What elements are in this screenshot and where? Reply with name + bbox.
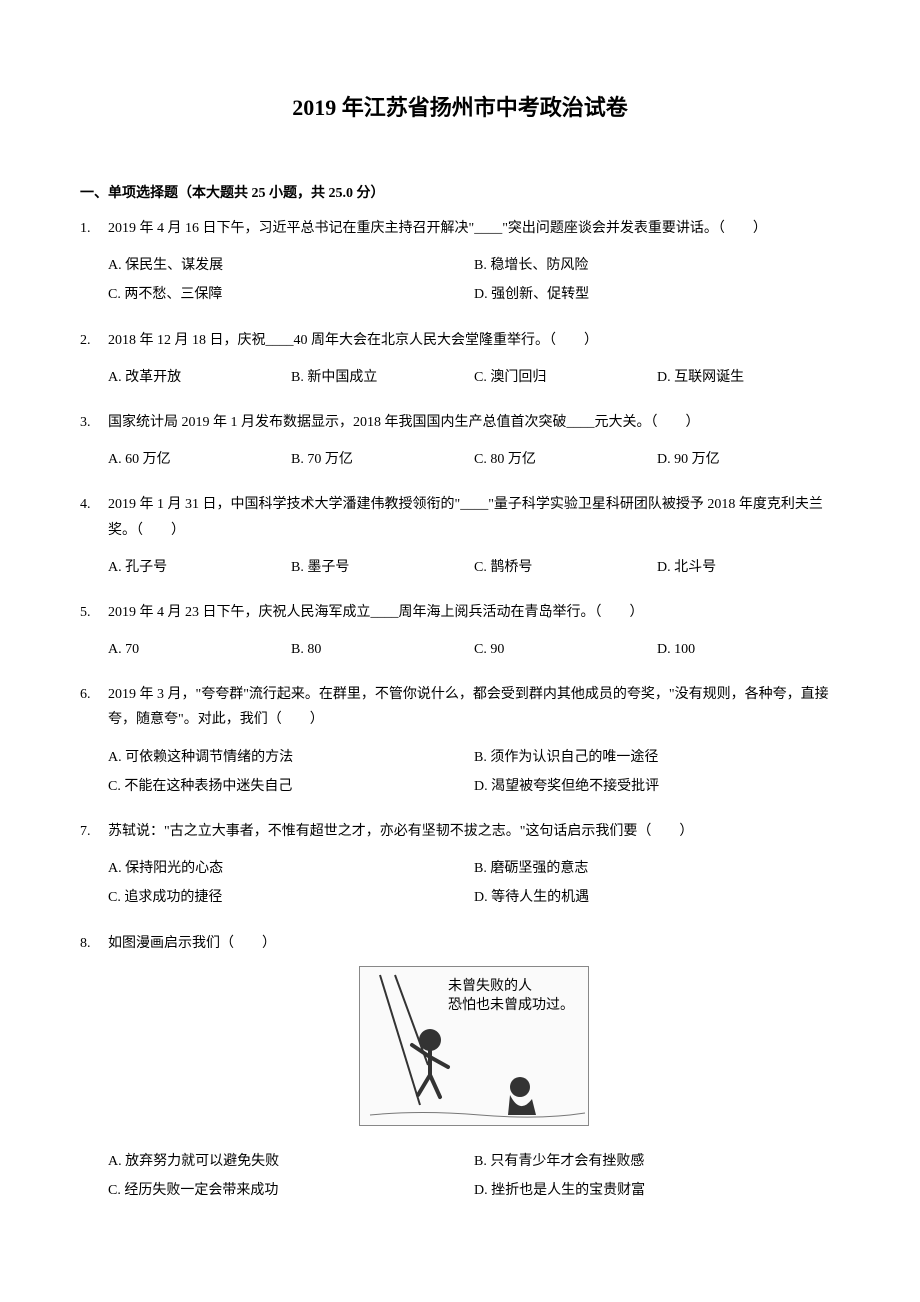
question-number: 5. [80, 600, 108, 664]
option-d: D. 挫折也是人生的宝贵财富 [474, 1176, 840, 1205]
question-number: 7. [80, 819, 108, 913]
option-d: D. 等待人生的机遇 [474, 883, 840, 912]
option-c: C. 80 万亿 [474, 445, 657, 474]
question-5: 5. 2019 年 4 月 23 日下午，庆祝人民海军成立____周年海上阅兵活… [80, 600, 840, 664]
option-c: C. 90 [474, 635, 657, 664]
option-c: C. 两不愁、三保障 [108, 280, 474, 309]
question-3: 3. 国家统计局 2019 年 1 月发布数据显示，2018 年我国国内生产总值… [80, 410, 840, 474]
question-body: 2019 年 4 月 16 日下午，习近平总书记在重庆主持召开解决"____"突… [108, 216, 840, 310]
options: A. 孔子号 B. 墨子号 C. 鹊桥号 D. 北斗号 [108, 553, 840, 582]
option-c: C. 追求成功的捷径 [108, 883, 474, 912]
option-b: B. 须作为认识自己的唯一途径 [474, 743, 840, 772]
option-c: C. 不能在这种表扬中迷失自己 [108, 772, 474, 801]
option-c: C. 澳门回归 [474, 363, 657, 392]
option-a: A. 保持阳光的心态 [108, 854, 474, 883]
section-header: 一、单项选择题（本大题共 25 小题，共 25.0 分） [80, 182, 840, 202]
option-d: D. 90 万亿 [657, 445, 840, 474]
question-body: 2019 年 3 月，"夸夸群"流行起来。在群里，不管你说什么，都会受到群内其他… [108, 682, 840, 801]
option-a: A. 保民生、谋发展 [108, 251, 474, 280]
options: A. 保民生、谋发展 B. 稳增长、防风险 C. 两不愁、三保障 D. 强创新、… [108, 251, 840, 309]
option-a: A. 70 [108, 635, 291, 664]
question-stem: 2019 年 4 月 16 日下午，习近平总书记在重庆主持召开解决"____"突… [108, 216, 840, 241]
options: A. 60 万亿 B. 70 万亿 C. 80 万亿 D. 90 万亿 [108, 445, 840, 474]
question-4: 4. 2019 年 1 月 31 日，中国科学技术大学潘建伟教授领衔的"____… [80, 492, 840, 582]
cartoon-image: 未曾失败的人 恐怕也未曾成功过。 [108, 966, 840, 1135]
option-b: B. 磨砺坚强的意志 [474, 854, 840, 883]
options: A. 可依赖这种调节情绪的方法 B. 须作为认识自己的唯一途径 C. 不能在这种… [108, 743, 840, 801]
question-number: 2. [80, 328, 108, 392]
option-b: B. 70 万亿 [291, 445, 474, 474]
option-d: D. 100 [657, 635, 840, 664]
option-a: A. 孔子号 [108, 553, 291, 582]
question-6: 6. 2019 年 3 月，"夸夸群"流行起来。在群里，不管你说什么，都会受到群… [80, 682, 840, 801]
option-a: A. 60 万亿 [108, 445, 291, 474]
question-1: 1. 2019 年 4 月 16 日下午，习近平总书记在重庆主持召开解决"___… [80, 216, 840, 310]
option-b: B. 只有青少年才会有挫败感 [474, 1147, 840, 1176]
question-number: 3. [80, 410, 108, 474]
options: A. 保持阳光的心态 B. 磨砺坚强的意志 C. 追求成功的捷径 D. 等待人生… [108, 854, 840, 912]
option-b: B. 80 [291, 635, 474, 664]
question-stem: 2019 年 1 月 31 日，中国科学技术大学潘建伟教授领衔的"____"量子… [108, 492, 840, 542]
question-stem: 苏轼说："古之立大事者，不惟有超世之才，亦必有坚韧不拔之志。"这句话启示我们要（… [108, 819, 840, 844]
question-number: 8. [80, 931, 108, 1206]
cartoon-box: 未曾失败的人 恐怕也未曾成功过。 [359, 966, 589, 1126]
question-stem: 如图漫画启示我们（ ） [108, 931, 840, 956]
question-stem: 2019 年 4 月 23 日下午，庆祝人民海军成立____周年海上阅兵活动在青… [108, 600, 840, 625]
option-a: A. 可依赖这种调节情绪的方法 [108, 743, 474, 772]
option-d: D. 北斗号 [657, 553, 840, 582]
option-d: D. 强创新、促转型 [474, 280, 840, 309]
question-stem: 2018 年 12 月 18 日，庆祝____40 周年大会在北京人民大会堂隆重… [108, 328, 840, 353]
option-b: B. 稳增长、防风险 [474, 251, 840, 280]
question-8: 8. 如图漫画启示我们（ ） 未曾失败的人 恐怕也未曾成功过。 [80, 931, 840, 1206]
option-a: A. 改革开放 [108, 363, 291, 392]
option-d: D. 互联网诞生 [657, 363, 840, 392]
option-c: C. 经历失败一定会带来成功 [108, 1176, 474, 1205]
option-b: B. 墨子号 [291, 553, 474, 582]
question-2: 2. 2018 年 12 月 18 日，庆祝____40 周年大会在北京人民大会… [80, 328, 840, 392]
option-a: A. 放弃努力就可以避免失败 [108, 1147, 474, 1176]
question-body: 2019 年 1 月 31 日，中国科学技术大学潘建伟教授领衔的"____"量子… [108, 492, 840, 582]
question-body: 如图漫画启示我们（ ） 未曾失败的人 恐怕也未曾成功过。 A. [108, 931, 840, 1206]
option-b: B. 新中国成立 [291, 363, 474, 392]
options: A. 放弃努力就可以避免失败 B. 只有青少年才会有挫败感 C. 经历失败一定会… [108, 1147, 840, 1205]
question-body: 2019 年 4 月 23 日下午，庆祝人民海军成立____周年海上阅兵活动在青… [108, 600, 840, 664]
option-d: D. 渴望被夸奖但绝不接受批评 [474, 772, 840, 801]
question-stem: 2019 年 3 月，"夸夸群"流行起来。在群里，不管你说什么，都会受到群内其他… [108, 682, 840, 732]
question-body: 国家统计局 2019 年 1 月发布数据显示，2018 年我国国内生产总值首次突… [108, 410, 840, 474]
question-stem: 国家统计局 2019 年 1 月发布数据显示，2018 年我国国内生产总值首次突… [108, 410, 840, 435]
question-number: 6. [80, 682, 108, 801]
question-body: 2018 年 12 月 18 日，庆祝____40 周年大会在北京人民大会堂隆重… [108, 328, 840, 392]
page-title: 2019 年江苏省扬州市中考政治试卷 [80, 90, 840, 122]
question-number: 4. [80, 492, 108, 582]
option-c: C. 鹊桥号 [474, 553, 657, 582]
question-body: 苏轼说："古之立大事者，不惟有超世之才，亦必有坚韧不拔之志。"这句话启示我们要（… [108, 819, 840, 913]
question-7: 7. 苏轼说："古之立大事者，不惟有超世之才，亦必有坚韧不拔之志。"这句话启示我… [80, 819, 840, 913]
cartoon-svg [360, 965, 590, 1125]
options: A. 70 B. 80 C. 90 D. 100 [108, 635, 840, 664]
options: A. 改革开放 B. 新中国成立 C. 澳门回归 D. 互联网诞生 [108, 363, 840, 392]
question-number: 1. [80, 216, 108, 310]
